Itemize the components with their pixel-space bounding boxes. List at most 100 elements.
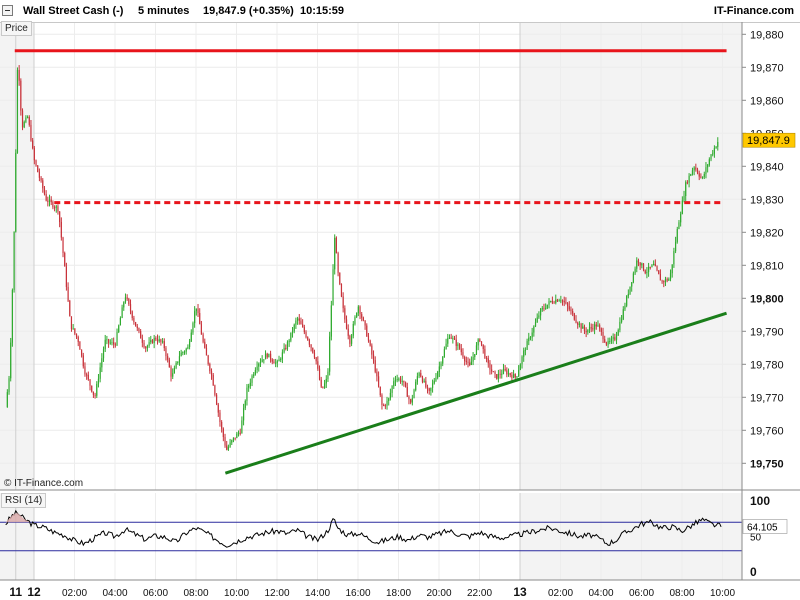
y-tick-label: 19,830	[750, 194, 784, 206]
candle-body	[457, 344, 459, 346]
candle-body	[182, 352, 184, 354]
candle-body	[20, 80, 22, 111]
candle-body	[489, 363, 491, 370]
candle-body	[307, 337, 309, 341]
candle-body	[615, 335, 618, 340]
candle-body	[637, 260, 640, 263]
candle-body	[480, 341, 483, 345]
candle-body	[624, 305, 626, 310]
candle-body	[565, 302, 567, 304]
candle-body	[271, 359, 273, 362]
rsi-last-label: 64.105	[747, 522, 778, 533]
candle-body	[538, 315, 540, 318]
y-tick-label: 19,770	[750, 392, 784, 404]
candle-body	[285, 347, 287, 349]
candle-body	[219, 412, 221, 422]
candle-body	[37, 165, 39, 173]
candle-body	[204, 341, 206, 348]
timeframe-label[interactable]: 5 minutes	[138, 5, 190, 17]
uptrend-line[interactable]	[224, 311, 728, 475]
candle-body	[622, 309, 624, 320]
rsi-overbought-fill	[5, 513, 30, 523]
candle-body	[94, 394, 96, 396]
candle-body	[308, 340, 310, 345]
candle-body	[48, 199, 51, 202]
candle-body	[499, 373, 501, 375]
candle-body	[570, 309, 572, 311]
candle-body	[8, 378, 10, 393]
candle-body	[30, 124, 32, 141]
candle-body	[23, 121, 25, 128]
candle-body	[636, 260, 638, 269]
x-tick-label: 12:00	[264, 588, 289, 599]
candle-body	[585, 330, 587, 333]
candle-body	[698, 173, 700, 177]
candle-body	[531, 332, 533, 338]
candle-body	[528, 337, 530, 342]
candle-body	[521, 356, 523, 365]
candle-body	[140, 331, 142, 339]
x-tick-label: 14:00	[305, 588, 330, 599]
y-tick-label: 19,870	[750, 62, 784, 74]
candle-body	[678, 222, 680, 230]
candle-body	[42, 180, 44, 189]
candle-body	[516, 376, 518, 378]
candle-body	[587, 329, 589, 333]
x-tick-label: 08:00	[669, 588, 694, 599]
candle-body	[209, 363, 211, 372]
candle-body	[330, 305, 332, 337]
candle-body	[148, 342, 150, 346]
candle-body	[572, 310, 574, 314]
candle-body	[217, 404, 219, 413]
candle-body	[683, 196, 685, 201]
candle-body	[6, 392, 8, 408]
candle-body	[340, 283, 343, 297]
rsi-last-badge	[742, 519, 788, 534]
candle-body	[632, 273, 634, 283]
candle-body	[26, 117, 29, 119]
candle-body	[138, 328, 140, 332]
candle-body	[388, 398, 390, 401]
x-tick-label: 20:00	[426, 588, 451, 599]
candle-body	[188, 341, 191, 347]
candle-body	[695, 167, 697, 170]
candle-body	[614, 337, 616, 340]
candle-body	[475, 345, 478, 355]
x-tick-label: 02:00	[548, 588, 573, 599]
candle-body	[183, 351, 186, 353]
candle-body	[712, 153, 714, 155]
candle-body	[283, 347, 285, 353]
candle-body	[443, 349, 445, 357]
candle-body	[62, 237, 64, 253]
brand-logo[interactable]: IT-Finance.com	[713, 5, 794, 17]
candle-body	[173, 367, 175, 374]
candle-body	[210, 371, 213, 375]
candle-body	[379, 386, 381, 396]
collapse-button[interactable]	[2, 5, 13, 16]
candle-body	[469, 362, 471, 365]
rsi-tick-label: 0	[750, 565, 757, 579]
candle-body	[676, 229, 678, 242]
candle-body	[374, 360, 376, 372]
candle-body	[477, 339, 479, 346]
candle-body	[398, 378, 400, 380]
candle-body	[136, 326, 138, 329]
candle-body	[237, 432, 240, 434]
candle-body	[118, 325, 120, 333]
last-price-badge	[742, 132, 796, 148]
drawn-lines[interactable]	[14, 49, 728, 475]
candle-body	[496, 374, 498, 379]
candle-body	[349, 335, 351, 344]
y-tick-label: 19,880	[750, 29, 784, 41]
candle-body	[178, 356, 181, 362]
candle-body	[619, 321, 621, 331]
candle-body	[332, 269, 334, 306]
candle-body	[377, 376, 380, 387]
x-tick-label: 10:00	[224, 588, 249, 599]
candle-body	[146, 345, 148, 349]
candle-body	[600, 328, 602, 332]
candle-body	[239, 432, 241, 434]
candle-body	[335, 237, 337, 254]
candle-body	[214, 385, 216, 395]
